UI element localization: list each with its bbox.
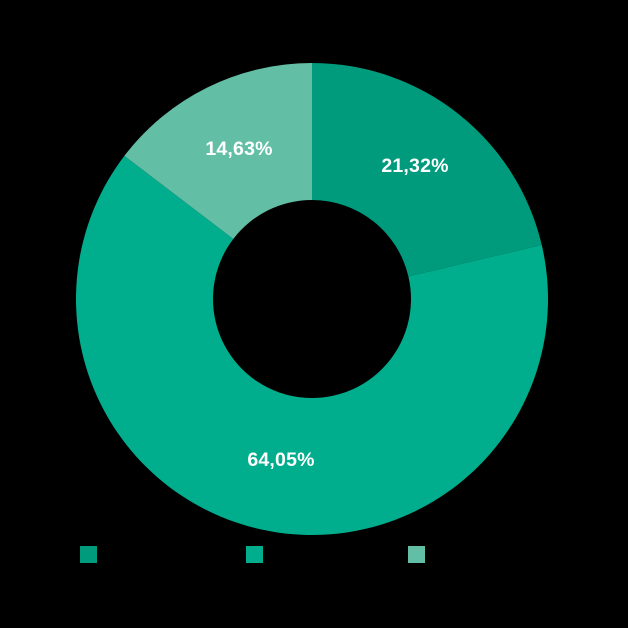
legend-swatch-icon — [79, 546, 97, 563]
legend-swatch-icon — [407, 546, 425, 563]
donut-slice-label: 14,63% — [205, 138, 272, 160]
donut-slice-label: 21,32% — [381, 155, 448, 177]
legend-swatch-icon — [245, 546, 263, 563]
legend-item[interactable] — [214, 546, 294, 567]
donut-slice-label: 64,05% — [247, 449, 314, 471]
donut-slice[interactable] — [76, 155, 548, 535]
donut-slices-group — [76, 63, 548, 535]
donut-slice[interactable] — [312, 63, 542, 277]
donut-labels-group: 21,32% 64,05% 14,63% — [205, 138, 448, 471]
chart-legend — [0, 546, 628, 586]
legend-item[interactable] — [376, 546, 456, 567]
donut-slice[interactable] — [124, 63, 312, 239]
legend-item[interactable] — [48, 546, 128, 567]
